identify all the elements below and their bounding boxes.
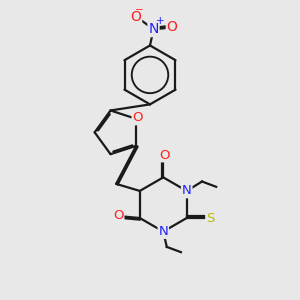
Text: O: O	[113, 209, 124, 223]
Text: S: S	[206, 212, 214, 224]
Text: O: O	[132, 112, 143, 124]
Text: O: O	[130, 10, 141, 24]
Text: O: O	[167, 20, 178, 34]
Text: N: N	[182, 184, 192, 197]
Text: N: N	[158, 225, 168, 238]
Text: −: −	[134, 4, 143, 14]
Text: N: N	[148, 22, 159, 36]
Text: +: +	[156, 16, 165, 26]
Text: O: O	[159, 148, 170, 161]
